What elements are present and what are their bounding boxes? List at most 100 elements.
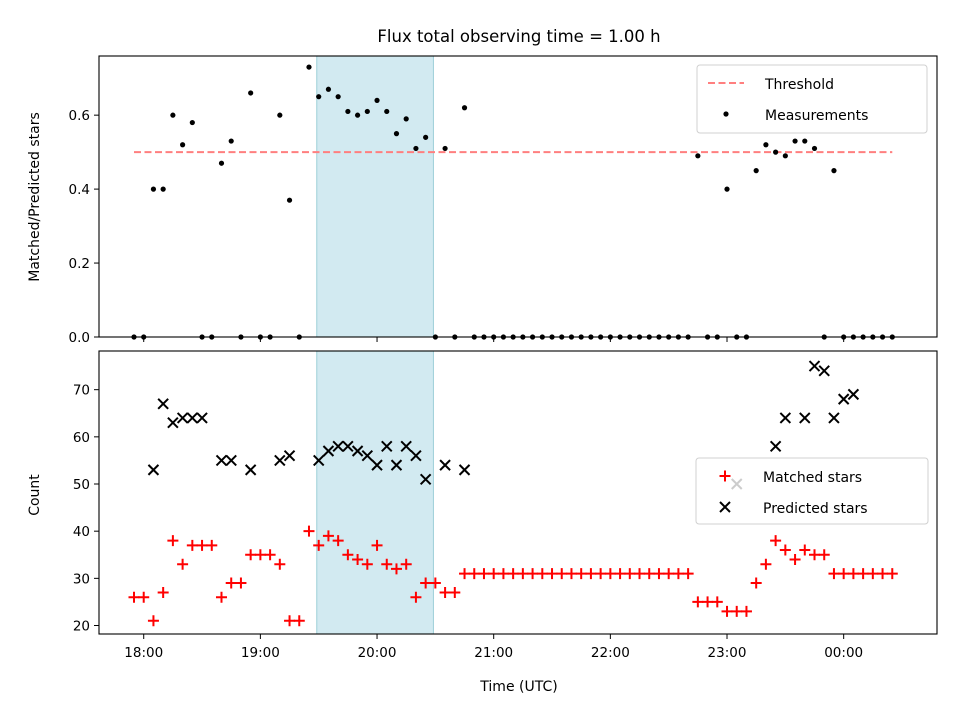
measurement-point	[413, 145, 419, 152]
xtick-label: 22:00	[591, 645, 630, 661]
matched-stars-point	[167, 535, 179, 547]
matched-stars-point	[546, 568, 558, 580]
xtick-label: 19:00	[241, 645, 280, 661]
measurement-point	[306, 64, 312, 70]
matched-stars-point	[556, 568, 568, 580]
matched-stars-point	[420, 577, 432, 589]
matched-stars-point	[322, 530, 334, 542]
matched-stars-point	[818, 549, 830, 561]
predicted-stars-point	[196, 412, 208, 424]
matched-stars-point	[614, 568, 626, 580]
predicted-stars-point	[215, 454, 228, 467]
matched-stars-point	[157, 586, 169, 598]
legend-threshold-label: Threshold	[764, 77, 834, 93]
matched-stars-point	[215, 591, 227, 603]
matched-stars-point	[128, 591, 140, 603]
measurement-point	[792, 138, 798, 144]
matched-stars-point	[536, 568, 548, 580]
matched-stars-point	[235, 577, 247, 589]
legend-matched-label: Matched stars	[763, 470, 862, 486]
measurement-point	[782, 153, 788, 159]
matched-stars-point	[439, 586, 451, 598]
matched-stars-point	[527, 568, 539, 580]
matched-stars-point	[789, 553, 801, 565]
measurement-point	[364, 108, 370, 115]
matched-stars-point	[507, 568, 519, 580]
measurement-point	[345, 108, 351, 115]
matched-stars-point	[468, 568, 480, 580]
top-ytick-label: 0.0	[69, 330, 90, 346]
measurement-point	[811, 145, 818, 152]
matched-stars-point	[186, 539, 198, 551]
predicted-stars-point	[419, 473, 432, 486]
matched-stars-point	[595, 568, 607, 580]
legend-matched-swatch	[719, 470, 731, 482]
matched-stars-point	[254, 549, 266, 561]
matched-stars-point	[779, 544, 791, 556]
matched-stars-point	[478, 568, 490, 580]
matched-stars-point	[147, 615, 159, 627]
measurement-point	[248, 90, 254, 96]
measurement-point	[335, 94, 341, 100]
predicted-stars-point	[244, 464, 257, 476]
predicted-stars-point	[828, 412, 840, 424]
measurement-point	[277, 112, 283, 118]
measurement-point	[773, 149, 779, 155]
predicted-stars-point	[439, 459, 451, 471]
predicted-stars-point	[225, 454, 237, 467]
matched-stars-point	[293, 615, 305, 627]
bottom-ytick-label: 30	[73, 571, 90, 587]
measurement-point	[802, 138, 808, 144]
matched-stars-point	[740, 605, 752, 617]
matched-stars-point	[381, 558, 393, 570]
matched-stars-point	[634, 568, 646, 580]
matched-stars-point	[711, 596, 723, 608]
matched-stars-point	[138, 591, 150, 603]
legend-predicted-label: Predicted stars	[763, 501, 868, 517]
measurement-point	[753, 168, 759, 174]
matched-stars-point	[225, 577, 237, 589]
matched-stars-point	[682, 568, 694, 580]
measurement-point	[286, 197, 293, 203]
legend-predicted-swatch	[719, 501, 731, 513]
matched-stars-point	[877, 568, 889, 580]
measurement-point	[724, 186, 730, 192]
bottom-ytick-label: 70	[73, 383, 90, 399]
measurement-point	[150, 186, 157, 192]
matched-stars-point	[867, 568, 879, 580]
predicted-stars-point	[167, 416, 179, 429]
matched-stars-point	[400, 558, 412, 570]
matched-stars-point	[245, 549, 257, 561]
predicted-stars-point	[313, 454, 325, 467]
bottom-legend-box	[695, 457, 929, 525]
measurement-point	[189, 119, 195, 126]
xtick-label: 00:00	[824, 645, 863, 661]
measurement-point	[160, 186, 166, 192]
matched-stars-point	[799, 544, 811, 556]
xtick-label: 21:00	[474, 645, 513, 661]
matched-stars-point	[828, 568, 840, 580]
matched-stars-point	[770, 535, 782, 547]
measurement-point	[403, 116, 409, 122]
predicted-stars-point	[283, 450, 296, 462]
measurement-point	[442, 145, 448, 152]
matched-stars-point	[585, 568, 597, 580]
predicted-stars-point	[351, 445, 364, 457]
predicted-stars-point	[157, 398, 169, 410]
top-shaded-interval	[316, 55, 434, 338]
matched-stars-point	[264, 549, 276, 561]
matched-stars-point	[410, 591, 422, 603]
matched-stars-point	[886, 568, 898, 580]
matched-stars-point	[274, 558, 286, 570]
matched-stars-point	[429, 577, 441, 589]
matched-stars-point	[352, 553, 364, 565]
matched-stars-point	[653, 568, 665, 580]
measurement-point	[423, 134, 429, 140]
matched-stars-point	[459, 568, 471, 580]
matched-stars-point	[702, 596, 714, 608]
matched-stars-point	[731, 605, 743, 617]
top-ytick-label: 0.6	[69, 108, 90, 124]
matched-stars-point	[760, 558, 772, 570]
measurement-point	[316, 94, 322, 100]
legend-measurements-label: Measurements	[765, 108, 868, 124]
